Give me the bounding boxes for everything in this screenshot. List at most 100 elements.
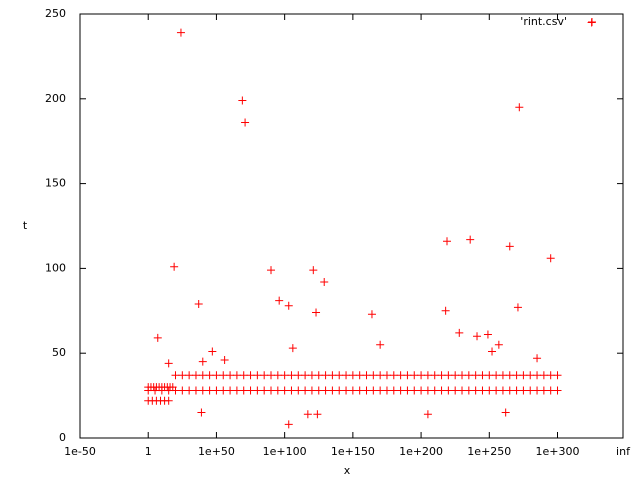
point [170, 262, 179, 271]
y-axis-label: t [23, 219, 28, 232]
point [328, 386, 337, 395]
plot-frame [79, 13, 624, 439]
point [417, 371, 426, 380]
point [485, 371, 494, 380]
point [342, 371, 351, 380]
point [355, 371, 364, 380]
point [168, 383, 177, 392]
point [178, 371, 187, 380]
point [198, 371, 207, 380]
point [512, 371, 521, 380]
point [494, 340, 503, 349]
point [492, 386, 501, 395]
point [314, 371, 323, 380]
point [275, 296, 284, 305]
point [212, 371, 221, 380]
point [410, 386, 419, 395]
point [437, 371, 446, 380]
x-axis-label: x [344, 464, 351, 477]
point [362, 386, 371, 395]
point [444, 386, 453, 395]
point [294, 371, 303, 380]
point [471, 371, 480, 380]
point [253, 371, 262, 380]
legend-label: 'rint.csv' [520, 15, 567, 28]
point [301, 386, 310, 395]
x-tick-label: 1e+100 [263, 445, 307, 458]
point [417, 386, 426, 395]
point [396, 386, 405, 395]
y-tick-label: 100 [45, 261, 66, 274]
point [430, 386, 439, 395]
point [205, 386, 214, 395]
point [423, 386, 432, 395]
point [294, 386, 303, 395]
point [176, 28, 185, 37]
point [246, 386, 255, 395]
point [498, 371, 507, 380]
point [348, 371, 357, 380]
point [267, 266, 276, 275]
point [362, 371, 371, 380]
point [464, 371, 473, 380]
y-tick-label: 50 [52, 346, 66, 359]
point [403, 371, 412, 380]
x-tick-label: inf [616, 445, 631, 458]
x-tick-label: 1 [145, 445, 152, 458]
point [505, 386, 514, 395]
point [451, 371, 460, 380]
point [376, 340, 385, 349]
point [389, 386, 398, 395]
point [153, 333, 162, 342]
point [367, 310, 376, 319]
point [280, 371, 289, 380]
point [369, 386, 378, 395]
point [246, 371, 255, 380]
point [151, 386, 160, 395]
point [232, 371, 241, 380]
point [505, 242, 514, 251]
point [382, 371, 391, 380]
point [273, 386, 282, 395]
x-tick-label: 1e+200 [399, 445, 443, 458]
point [303, 410, 312, 419]
point [410, 371, 419, 380]
point [164, 396, 173, 405]
point [539, 371, 548, 380]
point [546, 386, 555, 395]
point [492, 371, 501, 380]
legend-marker [588, 18, 596, 26]
point [464, 386, 473, 395]
y-tick-label: 0 [59, 431, 66, 444]
point [328, 371, 337, 380]
point [284, 301, 293, 310]
point [441, 306, 450, 315]
point [307, 371, 316, 380]
point [498, 386, 507, 395]
point [533, 386, 542, 395]
point [423, 410, 432, 419]
point [458, 371, 467, 380]
point [526, 371, 535, 380]
point [430, 371, 439, 380]
y-tick-label: 250 [45, 7, 66, 20]
point [197, 408, 206, 417]
point [185, 371, 194, 380]
point [198, 357, 207, 366]
point [553, 371, 562, 380]
x-tick-label: 1e+150 [331, 445, 375, 458]
point [369, 371, 378, 380]
point [478, 371, 487, 380]
point [376, 371, 385, 380]
point [443, 237, 452, 246]
point [232, 386, 241, 395]
y-tick-label: 200 [45, 92, 66, 105]
point [513, 303, 522, 312]
point [483, 330, 492, 339]
point [280, 386, 289, 395]
point [444, 371, 453, 380]
point [546, 254, 555, 263]
point [312, 308, 321, 317]
point [321, 371, 330, 380]
point [171, 371, 180, 380]
